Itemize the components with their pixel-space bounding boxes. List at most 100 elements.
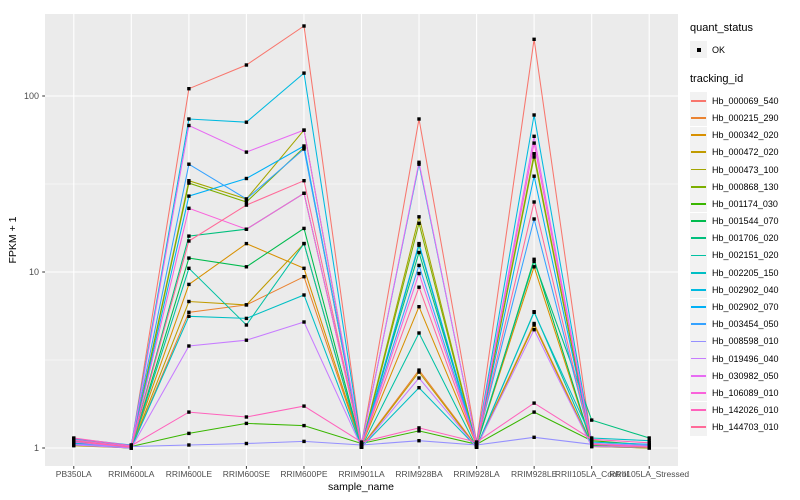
legend-item-Hb_002151_020: Hb_002151_020 — [690, 246, 798, 264]
data-point — [532, 134, 536, 138]
data-point — [187, 266, 191, 270]
data-point — [474, 440, 479, 444]
y-tick-label: 1 — [34, 443, 39, 453]
line-swatch-icon — [690, 264, 707, 282]
legend-item-Hb_003454_050: Hb_003454_050 — [690, 315, 798, 333]
data-point — [244, 303, 249, 307]
ok-point-marker-icon — [690, 41, 707, 59]
line-swatch-icon — [690, 332, 707, 350]
legend-item-Hb_030982_050: Hb_030982_050 — [690, 367, 798, 385]
data-point — [187, 310, 191, 314]
data-point — [532, 141, 536, 145]
line-swatch-icon — [690, 246, 707, 264]
data-point — [647, 445, 651, 449]
x-tick-label: RRIM928LE — [511, 469, 558, 479]
data-point — [72, 436, 76, 440]
legend-item-Hb_106089_010: Hb_106089_010 — [690, 384, 798, 402]
data-point — [532, 410, 536, 414]
data-point — [532, 37, 536, 41]
data-point — [590, 442, 594, 446]
data-point — [532, 113, 536, 117]
data-point — [302, 226, 306, 231]
legend-item-Hb_000868_130: Hb_000868_130 — [690, 178, 798, 196]
data-point — [244, 421, 249, 426]
data-point — [187, 299, 191, 304]
legend-item-label: OK — [712, 44, 726, 55]
data-point — [244, 265, 249, 269]
data-point — [532, 328, 536, 332]
data-point — [532, 259, 536, 263]
data-point — [417, 368, 421, 372]
data-point — [417, 376, 421, 380]
legend-item-Hb_144703_010: Hb_144703_010 — [690, 418, 798, 436]
data-point — [244, 316, 249, 321]
data-point — [187, 206, 191, 210]
line-swatch-icon — [690, 367, 707, 385]
data-point — [474, 445, 479, 449]
data-point — [244, 227, 249, 231]
x-tick-label: RRIM600LA — [108, 469, 155, 479]
x-tick-label: RRIM600PE — [280, 469, 328, 479]
data-point — [244, 338, 249, 342]
data-point — [417, 215, 421, 219]
data-point — [244, 200, 249, 204]
data-point — [244, 441, 249, 446]
data-point — [302, 144, 306, 148]
data-point — [302, 71, 306, 75]
data-point — [532, 401, 536, 405]
line-swatch-icon — [690, 418, 707, 436]
data-point — [244, 63, 249, 67]
data-point — [302, 293, 306, 297]
legend-tracking-id-items: Hb_000069_540 Hb_000215_290 Hb_000342_020 H… — [690, 92, 798, 436]
data-point — [302, 128, 306, 132]
data-point — [244, 197, 249, 201]
x-tick-label: RRIM928LA — [453, 469, 500, 479]
legend-item-label: Hb_001174_030 — [712, 198, 778, 209]
data-point — [417, 426, 421, 430]
line-swatch-icon — [690, 315, 707, 333]
legend-item-Hb_002205_150: Hb_002205_150 — [690, 264, 798, 282]
data-point — [302, 24, 306, 28]
legend-item-label: Hb_002902_040 — [712, 284, 779, 295]
legend-item-label: Hb_000069_540 — [712, 95, 779, 106]
x-tick-label: RRII105LA_Stressed — [609, 469, 689, 479]
data-point — [302, 241, 306, 246]
data-point — [532, 217, 536, 221]
data-point — [532, 152, 536, 156]
data-point — [532, 435, 536, 439]
data-point — [302, 275, 306, 279]
line-swatch-icon — [690, 350, 707, 368]
data-point — [302, 320, 306, 324]
legend-item-label: Hb_000342_020 — [712, 130, 779, 141]
data-point — [244, 150, 249, 154]
data-point — [187, 194, 191, 198]
legend-title-quant-status: quant_status — [690, 22, 753, 34]
data-point — [417, 285, 421, 289]
data-point — [532, 265, 536, 269]
legend-item-Hb_000342_020: Hb_000342_020 — [690, 126, 798, 144]
data-point — [187, 282, 191, 287]
data-point — [417, 439, 421, 443]
data-point — [72, 443, 76, 447]
line-swatch-icon — [690, 195, 707, 213]
data-point — [244, 120, 249, 124]
data-point — [302, 439, 306, 444]
legend-item-label: Hb_030982_050 — [712, 370, 779, 381]
data-point — [359, 444, 364, 448]
legend-item-Hb_001544_070: Hb_001544_070 — [690, 212, 798, 230]
data-point — [647, 439, 651, 443]
data-point — [417, 117, 421, 121]
line-swatch-icon — [690, 401, 707, 419]
x-tick-label: RRIM600LE — [166, 469, 213, 479]
legend-item-label: Hb_002151_020 — [712, 250, 779, 261]
line-swatch-icon — [690, 384, 707, 402]
data-point — [244, 415, 249, 419]
data-point — [590, 418, 594, 422]
data-point — [532, 155, 536, 159]
data-point — [244, 241, 249, 246]
data-point — [244, 203, 249, 207]
legend-item-Hb_000472_020: Hb_000472_020 — [690, 143, 798, 161]
y-tick-label: 100 — [24, 91, 39, 101]
